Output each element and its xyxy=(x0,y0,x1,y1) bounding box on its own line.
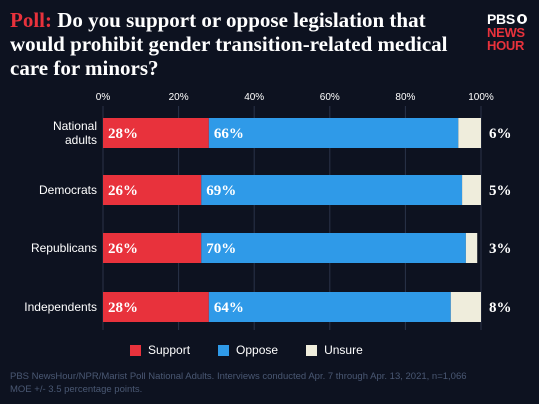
bar-oppose xyxy=(201,175,463,205)
x-tick-label: 20% xyxy=(169,92,189,103)
data-label-support: 28% xyxy=(108,126,138,142)
legend-label: Oppose xyxy=(236,343,279,357)
x-tick-label: 60% xyxy=(320,92,340,103)
bar-unsure xyxy=(462,175,481,205)
x-tick-label: 100% xyxy=(468,92,494,103)
category-label: National xyxy=(53,119,97,133)
legend-swatch xyxy=(306,344,318,356)
data-label-unsure: 6% xyxy=(489,126,512,142)
data-label-support: 28% xyxy=(108,300,138,316)
bar-oppose xyxy=(201,233,466,263)
category-label: Independents xyxy=(24,300,97,314)
bar-oppose xyxy=(208,292,451,322)
data-label-support: 26% xyxy=(108,183,138,199)
data-label-oppose: 64% xyxy=(214,300,244,316)
legend-swatch xyxy=(218,344,230,356)
category-label: Republicans xyxy=(31,241,97,255)
bar-unsure xyxy=(458,118,481,148)
data-label-oppose: 70% xyxy=(206,241,236,257)
x-tick-label: 40% xyxy=(244,92,264,103)
data-label-unsure: 3% xyxy=(489,241,512,257)
bar-support xyxy=(103,118,209,148)
bar-support xyxy=(103,233,202,263)
legend-swatch xyxy=(130,344,141,356)
logo-line1: PBS xyxy=(487,11,515,27)
bar-support xyxy=(103,175,202,205)
title-keyword: Poll: xyxy=(10,8,52,32)
legend-item-unsure: Unsure xyxy=(306,343,363,357)
pbs-head-icon xyxy=(516,14,527,24)
data-label-unsure: 5% xyxy=(489,183,512,199)
data-label-oppose: 69% xyxy=(206,183,236,199)
bar-oppose xyxy=(208,118,459,148)
x-tick-label: 80% xyxy=(395,92,415,103)
x-tick-label: 0% xyxy=(96,92,111,103)
legend-label: Support xyxy=(148,343,191,357)
legend-item-support: Support xyxy=(130,343,190,357)
pbs-newshour-logo: PBS NEWS HOUR xyxy=(487,12,531,52)
data-label-oppose: 66% xyxy=(214,126,244,142)
bar-support xyxy=(103,292,209,322)
chart-title: Poll: Do you support or oppose legislati… xyxy=(10,8,450,80)
source-note: PBS NewsHour/NPR/Marist Poll National Ad… xyxy=(10,371,467,395)
bar-unsure xyxy=(465,233,478,263)
category-label: adults xyxy=(65,133,97,147)
chart-legend: Support Oppose Unsure xyxy=(130,343,363,357)
logo-line2: NEWS xyxy=(487,25,525,40)
data-label-support: 26% xyxy=(108,241,138,257)
title-text: Do you support or oppose legislation tha… xyxy=(10,8,448,80)
legend-item-oppose: Oppose xyxy=(218,343,278,357)
logo-line3: HOUR xyxy=(487,38,525,53)
category-label: Democrats xyxy=(39,183,97,197)
data-label-unsure: 8% xyxy=(489,300,512,316)
bar-unsure xyxy=(450,292,481,322)
legend-label: Unsure xyxy=(324,343,363,357)
